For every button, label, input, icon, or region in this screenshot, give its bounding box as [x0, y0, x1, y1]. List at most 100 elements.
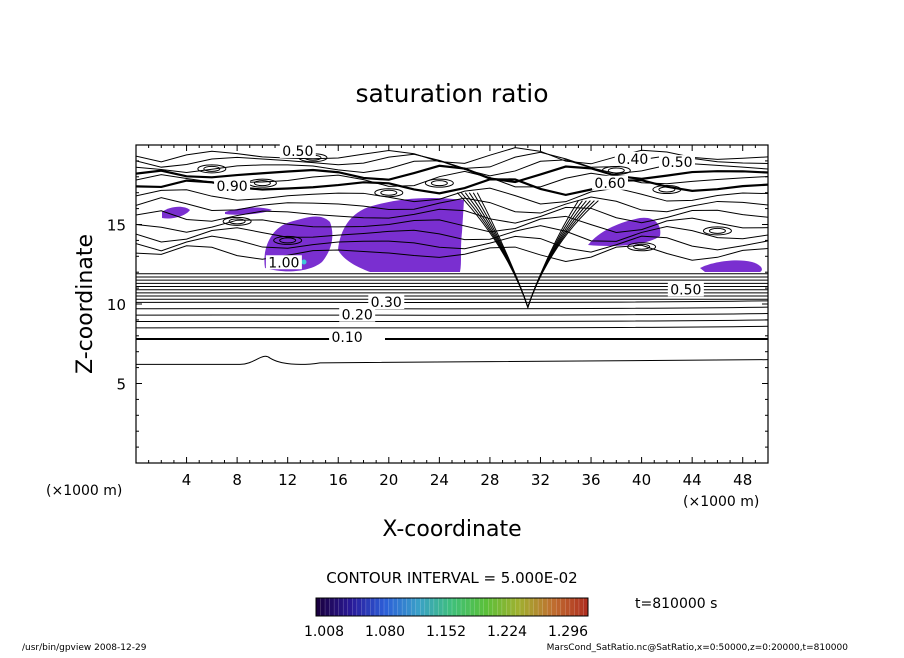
- contour-line: [136, 325, 768, 329]
- colorbar-cell: [488, 598, 494, 616]
- contour-line: [136, 272, 768, 275]
- contour-label-bg: [265, 255, 302, 270]
- colorbar-tick-label: 1.080: [365, 624, 405, 640]
- contour-label: 0.40: [617, 152, 648, 168]
- contour-line: [136, 298, 768, 301]
- x-tick-label: 8: [232, 471, 242, 489]
- colorbar-cell: [529, 598, 535, 616]
- y-tick-label: 10: [107, 296, 126, 314]
- supersaturation-fill: [162, 198, 762, 272]
- x-tick-label: 24: [430, 471, 449, 489]
- contour-label: 0.60: [594, 176, 625, 192]
- colorbar-tick-label: 1.008: [304, 624, 344, 640]
- colorbar-cell: [465, 598, 471, 616]
- contour-line: [136, 235, 768, 253]
- x-unit-left: (×1000 m): [46, 483, 122, 499]
- contour-loop: [607, 167, 625, 174]
- contour-loop: [273, 235, 303, 245]
- colorbar-cell: [424, 598, 430, 616]
- x-axis-title: X-coordinate: [382, 517, 521, 542]
- contour-label-bg: [214, 178, 251, 193]
- y-axis-title: Z-coordinate: [73, 234, 98, 374]
- contour-label: 0.20: [342, 308, 373, 324]
- colorbar-cell: [379, 598, 385, 616]
- colorbar-cell: [361, 598, 367, 616]
- contour-line: [136, 285, 768, 288]
- colorbar-cell: [456, 598, 462, 616]
- contour-label-bg: [279, 143, 316, 158]
- footer-left: /usr/bin/gpview 2008-12-29: [22, 643, 147, 653]
- colorbar-cell: [411, 598, 417, 616]
- colorbar-cell: [433, 598, 439, 616]
- colorbar-cell: [320, 598, 326, 616]
- contour-label-bg: [339, 307, 376, 322]
- colorbar-cell: [365, 598, 371, 616]
- contour-loop: [203, 165, 221, 172]
- contour-line: [456, 192, 599, 309]
- colorbar-cell: [325, 598, 331, 616]
- contour-line: [136, 276, 768, 278]
- colorbar-cell: [547, 598, 553, 616]
- colorbar-cell: [551, 598, 557, 616]
- colorbar-tick-label: 1.296: [548, 624, 588, 640]
- contour-line: [136, 225, 768, 243]
- colorbar-cell: [442, 598, 448, 616]
- colorbar-cell: [447, 598, 453, 616]
- contour-line: [136, 319, 768, 323]
- contour-loop: [222, 216, 252, 226]
- x-axis: 4 8 12 16 20 24 28 32 36 40 44 48: [148, 145, 756, 489]
- colorbar-tick-label: 1.152: [426, 624, 466, 640]
- x-tick-label: 44: [683, 471, 702, 489]
- colorbar-cell: [370, 598, 376, 616]
- y-axis: 5 10 15: [107, 160, 768, 448]
- colorbar-cell: [474, 598, 480, 616]
- colorbar-cell: [506, 598, 512, 616]
- colorbar-tick-label: 1.224: [487, 624, 527, 640]
- supersaturation-region: [225, 207, 272, 215]
- colorbar-cell: [538, 598, 544, 616]
- supersaturation-region: [162, 206, 190, 219]
- colorbar-cell: [316, 598, 322, 616]
- contour-line: [136, 300, 768, 304]
- colorbar-cell: [388, 598, 394, 616]
- colorbar-cell: [569, 598, 575, 616]
- colorbar-cell: [542, 598, 548, 616]
- contour-line: [136, 164, 768, 184]
- colorbar-cell: [510, 598, 516, 616]
- contour-line: [136, 206, 768, 224]
- contour-line: [136, 355, 768, 365]
- x-tick-label: 40: [632, 471, 651, 489]
- time-label: t=810000 s: [635, 596, 717, 612]
- contour-line: [136, 291, 768, 294]
- colorbar-cell: [565, 598, 571, 616]
- contour-loop: [253, 180, 271, 187]
- colorbar-cell: [556, 598, 562, 616]
- contour-line: [136, 196, 768, 214]
- colorbar-cell: [560, 598, 566, 616]
- colorbar-frame: [315, 597, 589, 617]
- colorbar-cell: [524, 598, 530, 616]
- contour-loop: [197, 164, 227, 174]
- contour-label-bg: [658, 155, 695, 170]
- x-tick-label: 36: [581, 471, 600, 489]
- contour-line: [136, 288, 768, 291]
- contour-label: 0.90: [216, 179, 247, 195]
- colorbar-cell: [429, 598, 435, 616]
- colorbar-cell: [338, 598, 344, 616]
- contour-loop: [627, 242, 657, 252]
- contour-loop: [702, 226, 732, 236]
- chart-title: saturation ratio: [355, 79, 548, 108]
- colorbar-cell: [497, 598, 503, 616]
- footer-right: MarsCond_SatRatio.nc@SatRatio,x=0:50000,…: [547, 643, 849, 653]
- contour-line: [136, 313, 768, 316]
- y-tick-label: 5: [116, 376, 126, 394]
- contour-loop: [430, 180, 448, 187]
- contour-label-bg: [329, 329, 366, 344]
- colorbar-cell: [347, 598, 353, 616]
- contour-line: [136, 279, 768, 282]
- supersaturation-region: [700, 260, 762, 272]
- colorbar-cell: [452, 598, 458, 616]
- colorbar-cell: [397, 598, 403, 616]
- colorbar-cell: [479, 598, 485, 616]
